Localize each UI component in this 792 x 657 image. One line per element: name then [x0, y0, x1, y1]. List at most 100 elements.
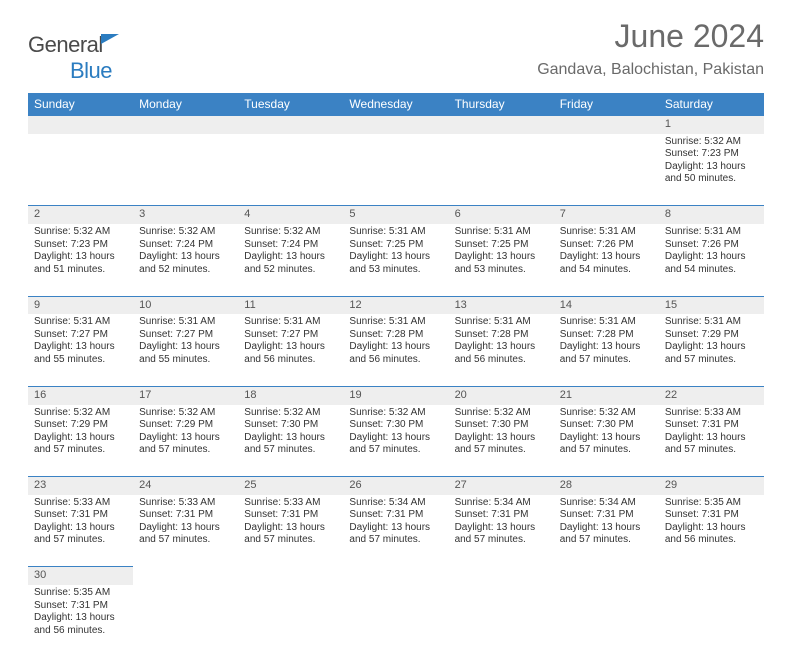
day-cell: Sunrise: 5:31 AMSunset: 7:27 PMDaylight:… — [238, 314, 343, 386]
daylight-text: Daylight: 13 hours — [665, 251, 758, 264]
sunset-text: Sunset: 7:25 PM — [349, 239, 442, 252]
sunset-text: Sunset: 7:30 PM — [244, 419, 337, 432]
daylight-text: Daylight: 13 hours — [34, 432, 127, 445]
day-cell — [238, 585, 343, 657]
day-number-row: 30 — [28, 567, 764, 585]
daylight-text: Daylight: 13 hours — [665, 522, 758, 535]
day-cell: Sunrise: 5:31 AMSunset: 7:26 PMDaylight:… — [554, 224, 659, 296]
brand-part1: General — [28, 32, 103, 57]
sunset-text: Sunset: 7:24 PM — [139, 239, 232, 252]
sunrise-text: Sunrise: 5:32 AM — [665, 136, 758, 149]
daylight-text: Daylight: 13 hours — [349, 341, 442, 354]
brand-text: General Blue — [28, 32, 119, 84]
day-number — [554, 116, 659, 134]
day-cell — [449, 134, 554, 206]
sunset-text: Sunset: 7:31 PM — [665, 419, 758, 432]
daylight-text: Daylight: 13 hours — [34, 251, 127, 264]
day-number: 14 — [554, 296, 659, 314]
day-number: 18 — [238, 386, 343, 404]
day-cell: Sunrise: 5:31 AMSunset: 7:27 PMDaylight:… — [133, 314, 238, 386]
daylight-text: Daylight: 13 hours — [560, 522, 653, 535]
daylight-text: Daylight: 13 hours — [665, 161, 758, 174]
daylight-text: and 57 minutes. — [349, 534, 442, 547]
daylight-text: Daylight: 13 hours — [560, 251, 653, 264]
daylight-text: and 57 minutes. — [455, 444, 548, 457]
day-number: 2 — [28, 206, 133, 224]
daylight-text: and 52 minutes. — [139, 264, 232, 277]
daylight-text: and 57 minutes. — [560, 354, 653, 367]
day-number: 10 — [133, 296, 238, 314]
sunrise-text: Sunrise: 5:31 AM — [455, 226, 548, 239]
sunset-text: Sunset: 7:31 PM — [349, 509, 442, 522]
daylight-text: and 54 minutes. — [665, 264, 758, 277]
sunrise-text: Sunrise: 5:34 AM — [455, 497, 548, 510]
daylight-text: and 57 minutes. — [560, 534, 653, 547]
daylight-text: and 57 minutes. — [244, 444, 337, 457]
daylight-text: Daylight: 13 hours — [34, 612, 127, 625]
day-number: 8 — [659, 206, 764, 224]
day-cell: Sunrise: 5:32 AMSunset: 7:30 PMDaylight:… — [554, 405, 659, 477]
day-detail-row: Sunrise: 5:32 AMSunset: 7:23 PMDaylight:… — [28, 224, 764, 296]
day-number — [343, 116, 448, 134]
daylight-text: and 53 minutes. — [349, 264, 442, 277]
daylight-text: Daylight: 13 hours — [560, 341, 653, 354]
sunrise-text: Sunrise: 5:31 AM — [455, 316, 548, 329]
sunset-text: Sunset: 7:23 PM — [34, 239, 127, 252]
day-number: 13 — [449, 296, 554, 314]
daylight-text: and 57 minutes. — [560, 444, 653, 457]
brand-part2: Blue — [70, 58, 112, 83]
day-cell: Sunrise: 5:34 AMSunset: 7:31 PMDaylight:… — [343, 495, 448, 567]
day-detail-row: Sunrise: 5:35 AMSunset: 7:31 PMDaylight:… — [28, 585, 764, 657]
daylight-text: Daylight: 13 hours — [139, 341, 232, 354]
day-detail-row: Sunrise: 5:33 AM Sunset: 7:31 PM Daylight:… — [28, 495, 764, 567]
day-number — [133, 567, 238, 585]
location-text: Gandava, Balochistan, Pakistan — [537, 61, 764, 79]
day-number: 20 — [449, 386, 554, 404]
sunrise-text: Sunrise: 5:33 AM — [139, 497, 232, 510]
sunset-text: Sunset: 7:29 PM — [34, 419, 127, 432]
day-number: 19 — [343, 386, 448, 404]
daylight-text: Daylight: 13 hours — [244, 251, 337, 264]
calendar-table: Sunday Monday Tuesday Wednesday Thursday… — [28, 93, 764, 657]
day-number: 15 — [659, 296, 764, 314]
sunset-text: Sunset: 7:27 PM — [244, 329, 337, 342]
sunrise-text: Sunrise: 5:32 AM — [455, 407, 548, 420]
day-cell: Sunrise: 5:32 AMSunset: 7:29 PMDaylight:… — [28, 405, 133, 477]
day-number: 5 — [343, 206, 448, 224]
sunrise-text: Sunrise: 5:31 AM — [34, 316, 127, 329]
sunrise-text: Sunrise: 5:32 AM — [349, 407, 442, 420]
sunrise-text: Sunrise: 5:32 AM — [34, 226, 127, 239]
daylight-text: and 57 minutes. — [34, 444, 127, 457]
daylight-text: Daylight: 13 hours — [349, 432, 442, 445]
daylight-text: and 57 minutes. — [665, 444, 758, 457]
daylight-text: and 52 minutes. — [244, 264, 337, 277]
sunrise-text: Sunrise: 5:32 AM — [34, 407, 127, 420]
day-cell: Sunrise: 5:31 AMSunset: 7:25 PMDaylight:… — [449, 224, 554, 296]
daylight-text: and 57 minutes. — [244, 534, 337, 547]
day-number: 30 — [28, 567, 133, 585]
daylight-text: and 56 minutes. — [349, 354, 442, 367]
daylight-text: and 56 minutes. — [244, 354, 337, 367]
sunset-text: Sunset: 7:28 PM — [349, 329, 442, 342]
day-number — [238, 567, 343, 585]
daylight-text: Daylight: 13 hours — [665, 432, 758, 445]
day-cell — [554, 134, 659, 206]
daylight-text: Daylight: 13 hours — [139, 251, 232, 264]
daylight-text: and 56 minutes. — [665, 534, 758, 547]
brand-logo: General Blue — [28, 32, 119, 84]
daylight-text: Daylight: 13 hours — [665, 341, 758, 354]
day-number — [238, 116, 343, 134]
day-cell: Sunrise: 5:35 AMSunset: 7:31 PMDaylight:… — [28, 585, 133, 657]
daylight-text: and 57 minutes. — [34, 534, 127, 547]
sunrise-text: Sunrise: 5:34 AM — [349, 497, 442, 510]
daylight-text: and 56 minutes. — [34, 625, 127, 638]
day-cell — [449, 585, 554, 657]
daylight-text: and 51 minutes. — [34, 264, 127, 277]
day-number: 11 — [238, 296, 343, 314]
day-number-row: 23242526272829 — [28, 477, 764, 495]
day-number-row: 16171819202122 — [28, 386, 764, 404]
sunset-text: Sunset: 7:30 PM — [349, 419, 442, 432]
daylight-text: and 57 minutes. — [139, 444, 232, 457]
day-detail-row: Sunrise: 5:32 AMSunset: 7:23 PMDaylight:… — [28, 134, 764, 206]
daylight-text: Daylight: 13 hours — [139, 522, 232, 535]
